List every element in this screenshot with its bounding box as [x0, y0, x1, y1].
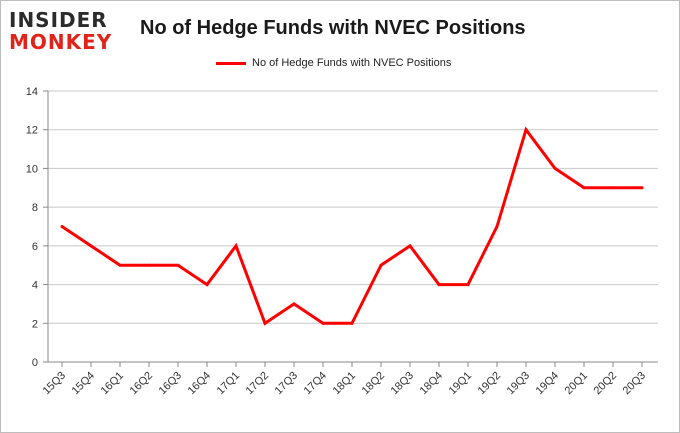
data-point [611, 186, 615, 190]
data-point [176, 263, 180, 267]
x-tick-label: 19Q3 [505, 370, 533, 398]
y-tick-label: 4 [32, 280, 38, 292]
data-point [640, 186, 644, 190]
x-tick-label: 18Q4 [418, 370, 446, 398]
x-tick-label: 18Q2 [360, 370, 388, 398]
logo-line-1: INSIDER [9, 8, 108, 32]
legend-label: No of Hedge Funds with NVEC Positions [252, 57, 452, 69]
data-point [147, 263, 151, 267]
series-line [61, 126, 642, 326]
y-tick-label: 12 [26, 125, 38, 137]
x-tick-label: 16Q1 [99, 370, 127, 398]
chart-series [60, 126, 644, 326]
y-tick-label: 6 [32, 241, 38, 253]
data-point [60, 225, 64, 228]
data-point [321, 321, 325, 325]
x-tick-label: 17Q1 [215, 370, 243, 398]
chart-title: No of Hedge Funds with NVEC Positions [140, 17, 526, 39]
data-point [553, 166, 557, 170]
y-tick-label: 8 [32, 202, 38, 214]
x-tick-label: 17Q3 [273, 370, 301, 398]
x-tick-label: 18Q3 [389, 370, 417, 398]
x-tick-label: 20Q1 [563, 370, 591, 398]
x-tick-label: 16Q2 [128, 370, 156, 398]
chart-legend: No of Hedge Funds with NVEC Positions [216, 56, 451, 70]
data-point [292, 302, 296, 306]
x-tick-label: 17Q2 [244, 370, 272, 398]
y-axis-ticks: 0 2 4 6 8 10 12 14 [26, 86, 48, 369]
x-tick-label: 20Q3 [621, 370, 649, 398]
x-tick-label: 19Q2 [476, 370, 504, 398]
chart-axes [47, 91, 658, 363]
data-point [263, 321, 267, 325]
insider-monkey-logo: INSIDER MONKEY [9, 9, 127, 55]
x-tick-label: 18Q1 [331, 370, 359, 398]
data-point [466, 283, 470, 287]
x-axis-ticks: 15Q3 15Q4 16Q1 16Q2 16Q3 16Q4 17Q1 17Q2 17Q3 17Q4… [41, 362, 649, 398]
y-tick-label: 10 [26, 163, 38, 175]
data-point [118, 263, 122, 267]
data-point [524, 128, 528, 132]
x-tick-label: 19Q1 [447, 370, 475, 398]
data-point [495, 225, 499, 228]
data-point [234, 244, 238, 248]
x-tick-label: 15Q3 [41, 370, 69, 398]
x-tick-label: 20Q2 [592, 370, 620, 398]
x-tick-label: 19Q4 [534, 370, 562, 398]
data-point [408, 244, 412, 248]
logo-line-2: MONKEY [9, 30, 113, 54]
data-point [89, 244, 93, 248]
data-point [350, 321, 354, 325]
y-tick-label: 0 [32, 357, 38, 369]
data-point [437, 283, 441, 287]
data-point [205, 283, 209, 287]
x-tick-label: 17Q4 [302, 370, 330, 398]
data-point [582, 186, 586, 190]
x-tick-label: 16Q4 [186, 370, 214, 398]
legend-swatch [216, 61, 246, 65]
chart-grid [48, 90, 658, 324]
data-point [379, 263, 383, 267]
x-tick-label: 15Q4 [70, 370, 98, 398]
y-tick-label: 2 [32, 318, 38, 330]
x-tick-label: 16Q3 [157, 370, 185, 398]
y-tick-label: 14 [26, 86, 38, 98]
